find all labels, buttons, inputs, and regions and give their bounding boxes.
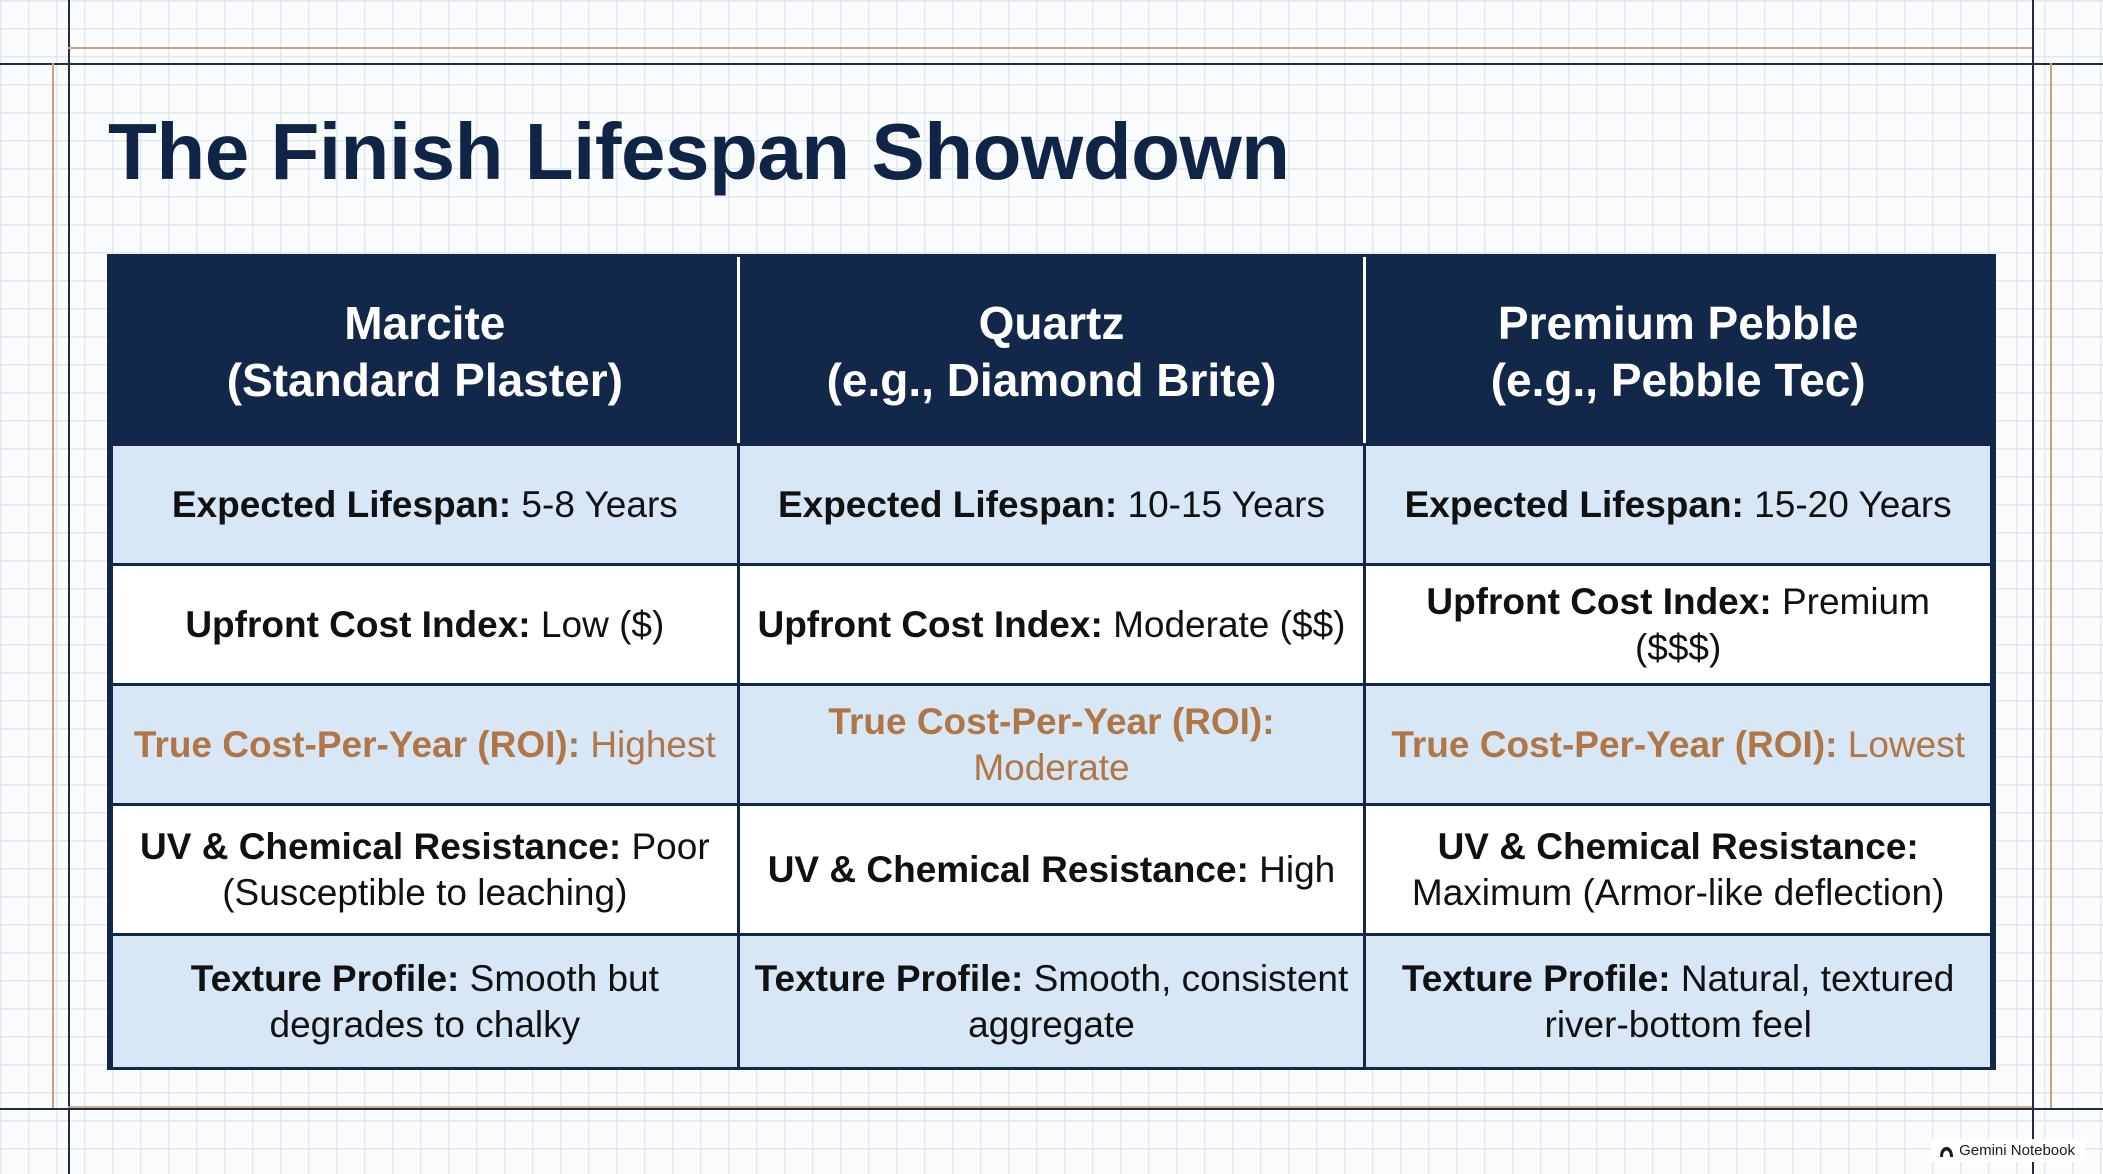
table-header-row: Marcite (Standard Plaster) Quartz (e.g.,… xyxy=(110,257,1993,446)
table-cell: Upfront Cost Index: Moderate ($$) xyxy=(736,563,1367,686)
frame-left-line xyxy=(68,0,70,1174)
cell-label: True Cost-Per-Year (ROI): xyxy=(1391,723,1838,765)
table-cell: Upfront Cost Index: Low ($) xyxy=(110,563,740,686)
cell-value: Premium ($$$) xyxy=(1634,580,1930,668)
cell-label: Expected Lifespan: xyxy=(171,483,512,525)
table-cell: Upfront Cost Index: Premium ($$$) xyxy=(1363,563,1993,686)
table-cell: Texture Profile: Smooth, consistent aggr… xyxy=(736,933,1367,1070)
cell-label: UV & Chemical Resistance: xyxy=(767,848,1249,890)
badge-label: Gemini Notebook xyxy=(1959,1142,2075,1159)
cell-value: High xyxy=(1259,848,1336,890)
table-cell: UV & Chemical Resistance: High xyxy=(736,803,1367,936)
cell-value: 5-8 Years xyxy=(521,483,678,525)
page-title: The Finish Lifespan Showdown xyxy=(108,107,1290,196)
cell-label: Expected Lifespan: xyxy=(1404,483,1744,525)
cell-label: UV & Chemical Resistance: xyxy=(140,825,622,867)
cell-value: Maximum (Armor-like deflection) xyxy=(1411,871,1945,913)
frame-bottom-line xyxy=(0,1108,2103,1110)
cell-label: Expected Lifespan: xyxy=(777,483,1118,525)
table-row-upfront-cost: Upfront Cost Index: Low ($) Upfront Cost… xyxy=(110,563,1993,686)
table-cell: UV & Chemical Resistance: Maximum (Armor… xyxy=(1363,803,1993,936)
table-cell: True Cost-Per-Year (ROI): Lowest xyxy=(1363,683,1993,806)
table-row-true-cost-per-year: True Cost-Per-Year (ROI): Highest True C… xyxy=(110,683,1993,806)
cell-label: True Cost-Per-Year (ROI): xyxy=(133,723,581,765)
accent-left-line xyxy=(52,63,54,1108)
column-header-subtitle: (e.g., Diamond Brite) xyxy=(826,353,1277,406)
column-header-name: Quartz xyxy=(978,296,1125,349)
cell-label: Texture Profile: xyxy=(754,957,1024,999)
column-header-marcite: Marcite (Standard Plaster) xyxy=(110,257,740,446)
column-header-name: Premium Pebble xyxy=(1497,296,1859,349)
table-cell: UV & Chemical Resistance: Poor (Suscepti… xyxy=(110,803,740,936)
table-row-expected-lifespan: Expected Lifespan: 5-8 Years Expected Li… xyxy=(110,443,1993,566)
frame-right-line xyxy=(2032,0,2034,1174)
column-header-premium-pebble: Premium Pebble (e.g., Pebble Tec) xyxy=(1363,257,1993,446)
accent-right-line xyxy=(2050,63,2052,1108)
table-row-texture-profile: Texture Profile: Smooth but degrades to … xyxy=(110,933,1993,1070)
cell-value: Moderate xyxy=(973,746,1130,788)
cell-label: Texture Profile: xyxy=(190,957,460,999)
cell-label: True Cost-Per-Year (ROI): xyxy=(828,700,1275,742)
table-cell: Expected Lifespan: 10-15 Years xyxy=(736,443,1367,566)
accent-top-line xyxy=(68,47,2032,49)
cell-label: Upfront Cost Index: xyxy=(1426,580,1772,622)
frame-top-line xyxy=(0,63,2103,65)
table-cell: Texture Profile: Natural, textured river… xyxy=(1363,933,1993,1070)
table-cell: Expected Lifespan: 15-20 Years xyxy=(1363,443,1993,566)
table-cell: Texture Profile: Smooth but degrades to … xyxy=(110,933,740,1070)
table-row-uv-chemical-resistance: UV & Chemical Resistance: Poor (Suscepti… xyxy=(110,803,1993,936)
table-cell: True Cost-Per-Year (ROI): Moderate xyxy=(736,683,1367,806)
gemini-notebook-badge: Gemini Notebook xyxy=(1931,1139,2085,1162)
cell-label: UV & Chemical Resistance: xyxy=(1437,825,1919,867)
cell-value: Smooth, consistent aggregate xyxy=(968,957,1349,1045)
column-header-subtitle: (Standard Plaster) xyxy=(226,353,623,406)
cell-value: 15-20 Years xyxy=(1754,483,1952,525)
cell-value: Low ($) xyxy=(540,603,665,645)
cell-value: Lowest xyxy=(1847,723,1965,765)
cell-label: Texture Profile: xyxy=(1401,957,1671,999)
accent-bottom-line xyxy=(68,1106,2032,1108)
column-header-quartz: Quartz (e.g., Diamond Brite) xyxy=(736,257,1367,446)
cell-label: Upfront Cost Index: xyxy=(757,603,1103,645)
cell-value: 10-15 Years xyxy=(1127,483,1326,525)
gemini-notebook-icon xyxy=(1939,1145,1954,1157)
comparison-table: Marcite (Standard Plaster) Quartz (e.g.,… xyxy=(110,257,1993,1070)
cell-value: Smooth but degrades to chalky xyxy=(269,957,659,1045)
cell-value: Highest xyxy=(590,723,716,765)
comparison-table-container: Marcite (Standard Plaster) Quartz (e.g.,… xyxy=(107,254,1996,1070)
column-header-name: Marcite xyxy=(344,296,506,349)
column-header-subtitle: (e.g., Pebble Tec) xyxy=(1490,353,1866,406)
cell-value: Moderate ($$) xyxy=(1113,603,1346,645)
cell-value: Poor (Susceptible to leaching) xyxy=(222,825,710,913)
cell-value: Natural, textured river-bottom feel xyxy=(1544,957,1955,1045)
cell-label: Upfront Cost Index: xyxy=(185,603,531,645)
table-cell: True Cost-Per-Year (ROI): Highest xyxy=(110,683,740,806)
table-cell: Expected Lifespan: 5-8 Years xyxy=(110,443,740,566)
